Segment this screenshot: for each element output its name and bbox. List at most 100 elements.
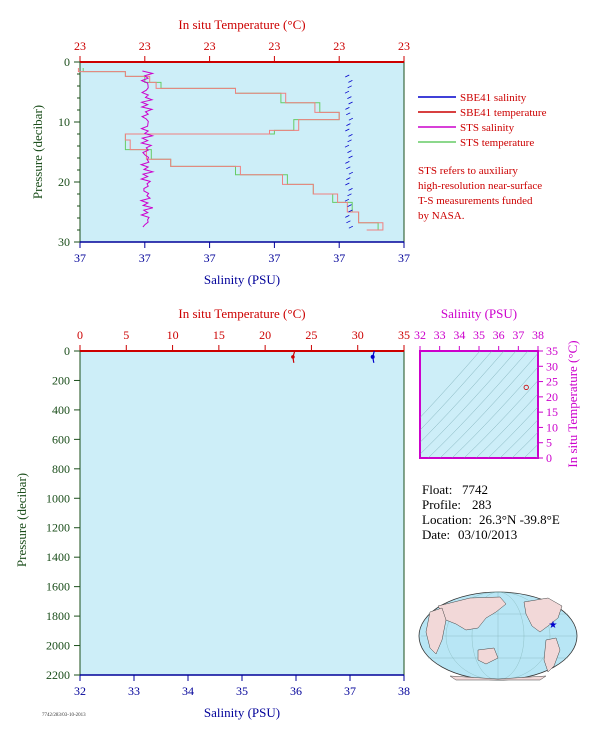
ts-density-contour [420, 351, 517, 455]
ts-sal-tick-label: 38 [532, 328, 544, 342]
ts-density-contour [475, 393, 538, 458]
top-sal-tick-label: 37 [398, 251, 410, 265]
sbe41-salinity-mark [348, 80, 353, 83]
bottom-sal-tick-label: 34 [182, 684, 194, 698]
legend-label-sbe41-salinity: SBE41 salinity [460, 92, 527, 104]
sbe41-temperature-point [291, 355, 295, 359]
bottom-pressure-tick-label: 600 [52, 432, 70, 446]
sbe41-salinity-mark [344, 144, 350, 148]
top-temp-tick-label: 23 [398, 39, 410, 53]
top-sal-tick-label: 37 [139, 251, 151, 265]
bottom-pressure-tick-label: 400 [52, 403, 70, 417]
ts-density-contour [439, 352, 538, 458]
bottom-pressure-tick-label: 0 [64, 344, 70, 358]
sts-note-line-1: STS refers to auxiliary [418, 165, 518, 177]
top-temperature-axis: 23 23 23 23 23 23 [74, 39, 410, 62]
continent-australia [477, 647, 499, 665]
bottom-chart: In situ Temperature (°C) 0 5 10 15 20 25 30 35 … [14, 306, 410, 720]
ts-temp-tick-label: 15 [546, 405, 558, 419]
sbe41-salinity-mark [347, 139, 352, 143]
legend-label-sts-salinity: STS salinity [460, 122, 515, 134]
sbe41-salinity-mark [344, 90, 350, 94]
bottom-pressure-tick-label: 1600 [46, 580, 70, 594]
ts-density-contour [487, 406, 538, 458]
top-temp-tick-label: 23 [74, 39, 86, 53]
map-continents [425, 596, 563, 681]
bottom-pressure-tick-label: 800 [52, 462, 70, 476]
world-map: ★ [418, 591, 578, 681]
bottom-temp-tick-label: 30 [352, 328, 364, 342]
bottom-temp-tick-label: 20 [259, 328, 271, 342]
top-pressure-tick-label: 0 [64, 55, 70, 69]
top-profiles [77, 68, 384, 231]
ts-points [523, 384, 529, 390]
bottom-temp-tick-label: 15 [213, 328, 225, 342]
legend-label-sbe41-temperature: SBE41 temperature [460, 107, 547, 119]
ts-density-contour [451, 366, 538, 458]
sbe41-salinity-mark [347, 204, 352, 207]
profile-value: 283 [472, 497, 492, 512]
ts-sal-tick-label: 33 [434, 328, 446, 342]
bottom-pressure-tick-label: 2000 [46, 639, 70, 653]
bottom-xlabel: Salinity (PSU) [204, 705, 280, 720]
ts-temp-tick-label: 5 [546, 436, 552, 450]
bottom-temperature-axis: 0 5 10 15 20 25 30 35 [77, 328, 410, 351]
bottom-temp-tick-label: 10 [167, 328, 179, 342]
sbe41-salinity-mark [345, 161, 350, 164]
float-label: Float: [422, 482, 452, 497]
bottom-pressure-tick-label: 200 [52, 373, 70, 387]
ts-point [523, 384, 529, 390]
sts-note: STS refers to auxiliary high-resolution … [418, 165, 542, 222]
legend-label-sts-temperature: STS temperature [460, 137, 534, 149]
ts-density-contour [420, 351, 493, 431]
sbe41-salinity-mark [347, 96, 352, 99]
footer-note: 7742/283/03-10-2013 [42, 713, 86, 718]
ts-density-contour [420, 351, 481, 418]
continent-africa-europe [425, 607, 447, 655]
top-ylabel: Pressure (decibar) [30, 105, 45, 199]
sbe41-salinity-mark [345, 128, 350, 132]
ts-chart: Salinity (PSU) 32 33 34 35 36 37 38 3530252015… [414, 306, 580, 468]
ts-density-contour [427, 351, 529, 458]
top-temp-tick-label: 23 [139, 39, 151, 53]
top-chart-title: In situ Temperature (°C) [178, 17, 305, 32]
bottom-temp-tick-label: 5 [123, 328, 129, 342]
bottom-sal-tick-label: 37 [344, 684, 356, 698]
bottom-sal-tick-label: 38 [398, 684, 410, 698]
bottom-profiles [291, 350, 375, 363]
continent-asia [437, 596, 507, 631]
date-label: Date: [422, 527, 450, 542]
bottom-chart-title: In situ Temperature (°C) [178, 306, 305, 321]
bottom-pressure-axis: 0 200 400 600 800 1000 1200 1400 1600 1800 2000 220… [46, 344, 80, 682]
top-sal-tick-label: 37 [333, 251, 345, 265]
sts-note-line-4: by NASA. [418, 210, 465, 222]
sbe41-salinity-mark [345, 215, 350, 218]
bottom-pressure-tick-label: 1800 [46, 609, 70, 623]
top-salinity-axis: 37 37 37 37 37 37 [74, 242, 410, 265]
bottom-pressure-tick-label: 1000 [46, 491, 70, 505]
location-label: Location: [422, 512, 472, 527]
top-chart: In situ Temperature (°C) 23 23 23 23 23 23 37… [30, 17, 547, 287]
sbe41-salinity-mark [348, 209, 353, 213]
bottom-ylabel: Pressure (decibar) [14, 473, 29, 567]
sbe41-salinity-mark [347, 193, 352, 197]
bottom-sal-tick-label: 33 [128, 684, 140, 698]
sts-note-line-2: high-resolution near-surface [418, 180, 542, 192]
sbe41-salinity-mark [346, 123, 351, 126]
top-pressure-tick-label: 30 [58, 235, 70, 249]
ts-temp-tick-label: 30 [546, 359, 558, 373]
bottom-pressure-tick-label: 2200 [46, 668, 70, 682]
bottom-plot-area [79, 350, 405, 676]
top-xlabel: Salinity (PSU) [204, 272, 280, 287]
float-info: Float: 7742 Profile: 283 Location: 26.3°… [422, 482, 560, 542]
sts-salinity-line [139, 70, 155, 228]
float-value: 7742 [462, 482, 488, 497]
continent-south-america [543, 637, 561, 673]
ts-sal-tick-label: 35 [473, 328, 485, 342]
top-pressure-tick-label: 10 [58, 115, 70, 129]
sbe41-salinity-mark [346, 220, 351, 224]
sbe41-salinity-mark [348, 155, 353, 159]
ts-ylabel: In situ Temperature (°C) [565, 340, 580, 467]
